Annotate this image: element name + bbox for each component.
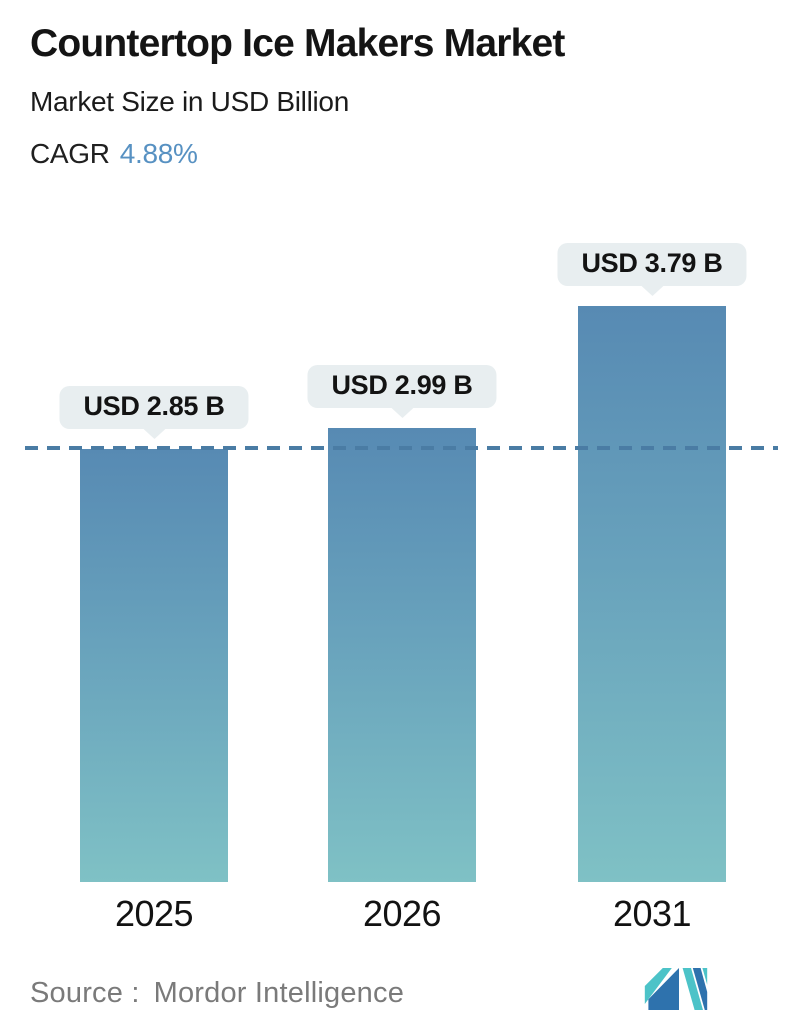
- axis-label-2031: 2031: [612, 893, 692, 934]
- axis-label-2025: 2025: [114, 893, 194, 934]
- bar-2026: [328, 428, 476, 882]
- axis-label-2026: 2026: [362, 893, 442, 934]
- bar-2031: [578, 306, 726, 882]
- value-label-2025: USD 2.85 B: [59, 386, 249, 429]
- bar-chart: USD 2.85 B USD 2.99 B USD 3.79 B: [0, 200, 796, 882]
- page-title: Countertop Ice Makers Market: [30, 22, 565, 65]
- cagr-row: CAGR 4.88%: [30, 138, 198, 170]
- cagr-value: 4.88%: [119, 138, 198, 169]
- mordor-intelligence-logo: [644, 968, 708, 1010]
- value-label-2026: USD 2.99 B: [307, 365, 497, 408]
- source-attribution: Source : Mordor Intelligence: [30, 977, 404, 1010]
- bar-2025: [80, 449, 228, 882]
- reference-dashed-line: [25, 446, 778, 450]
- cagr-label: CAGR: [30, 138, 110, 169]
- source-label: Source :: [30, 977, 140, 1009]
- chart-subtitle: Market Size in USD Billion: [30, 86, 349, 117]
- value-label-2031: USD 3.79 B: [557, 243, 747, 286]
- source-value: Mordor Intelligence: [153, 977, 405, 1009]
